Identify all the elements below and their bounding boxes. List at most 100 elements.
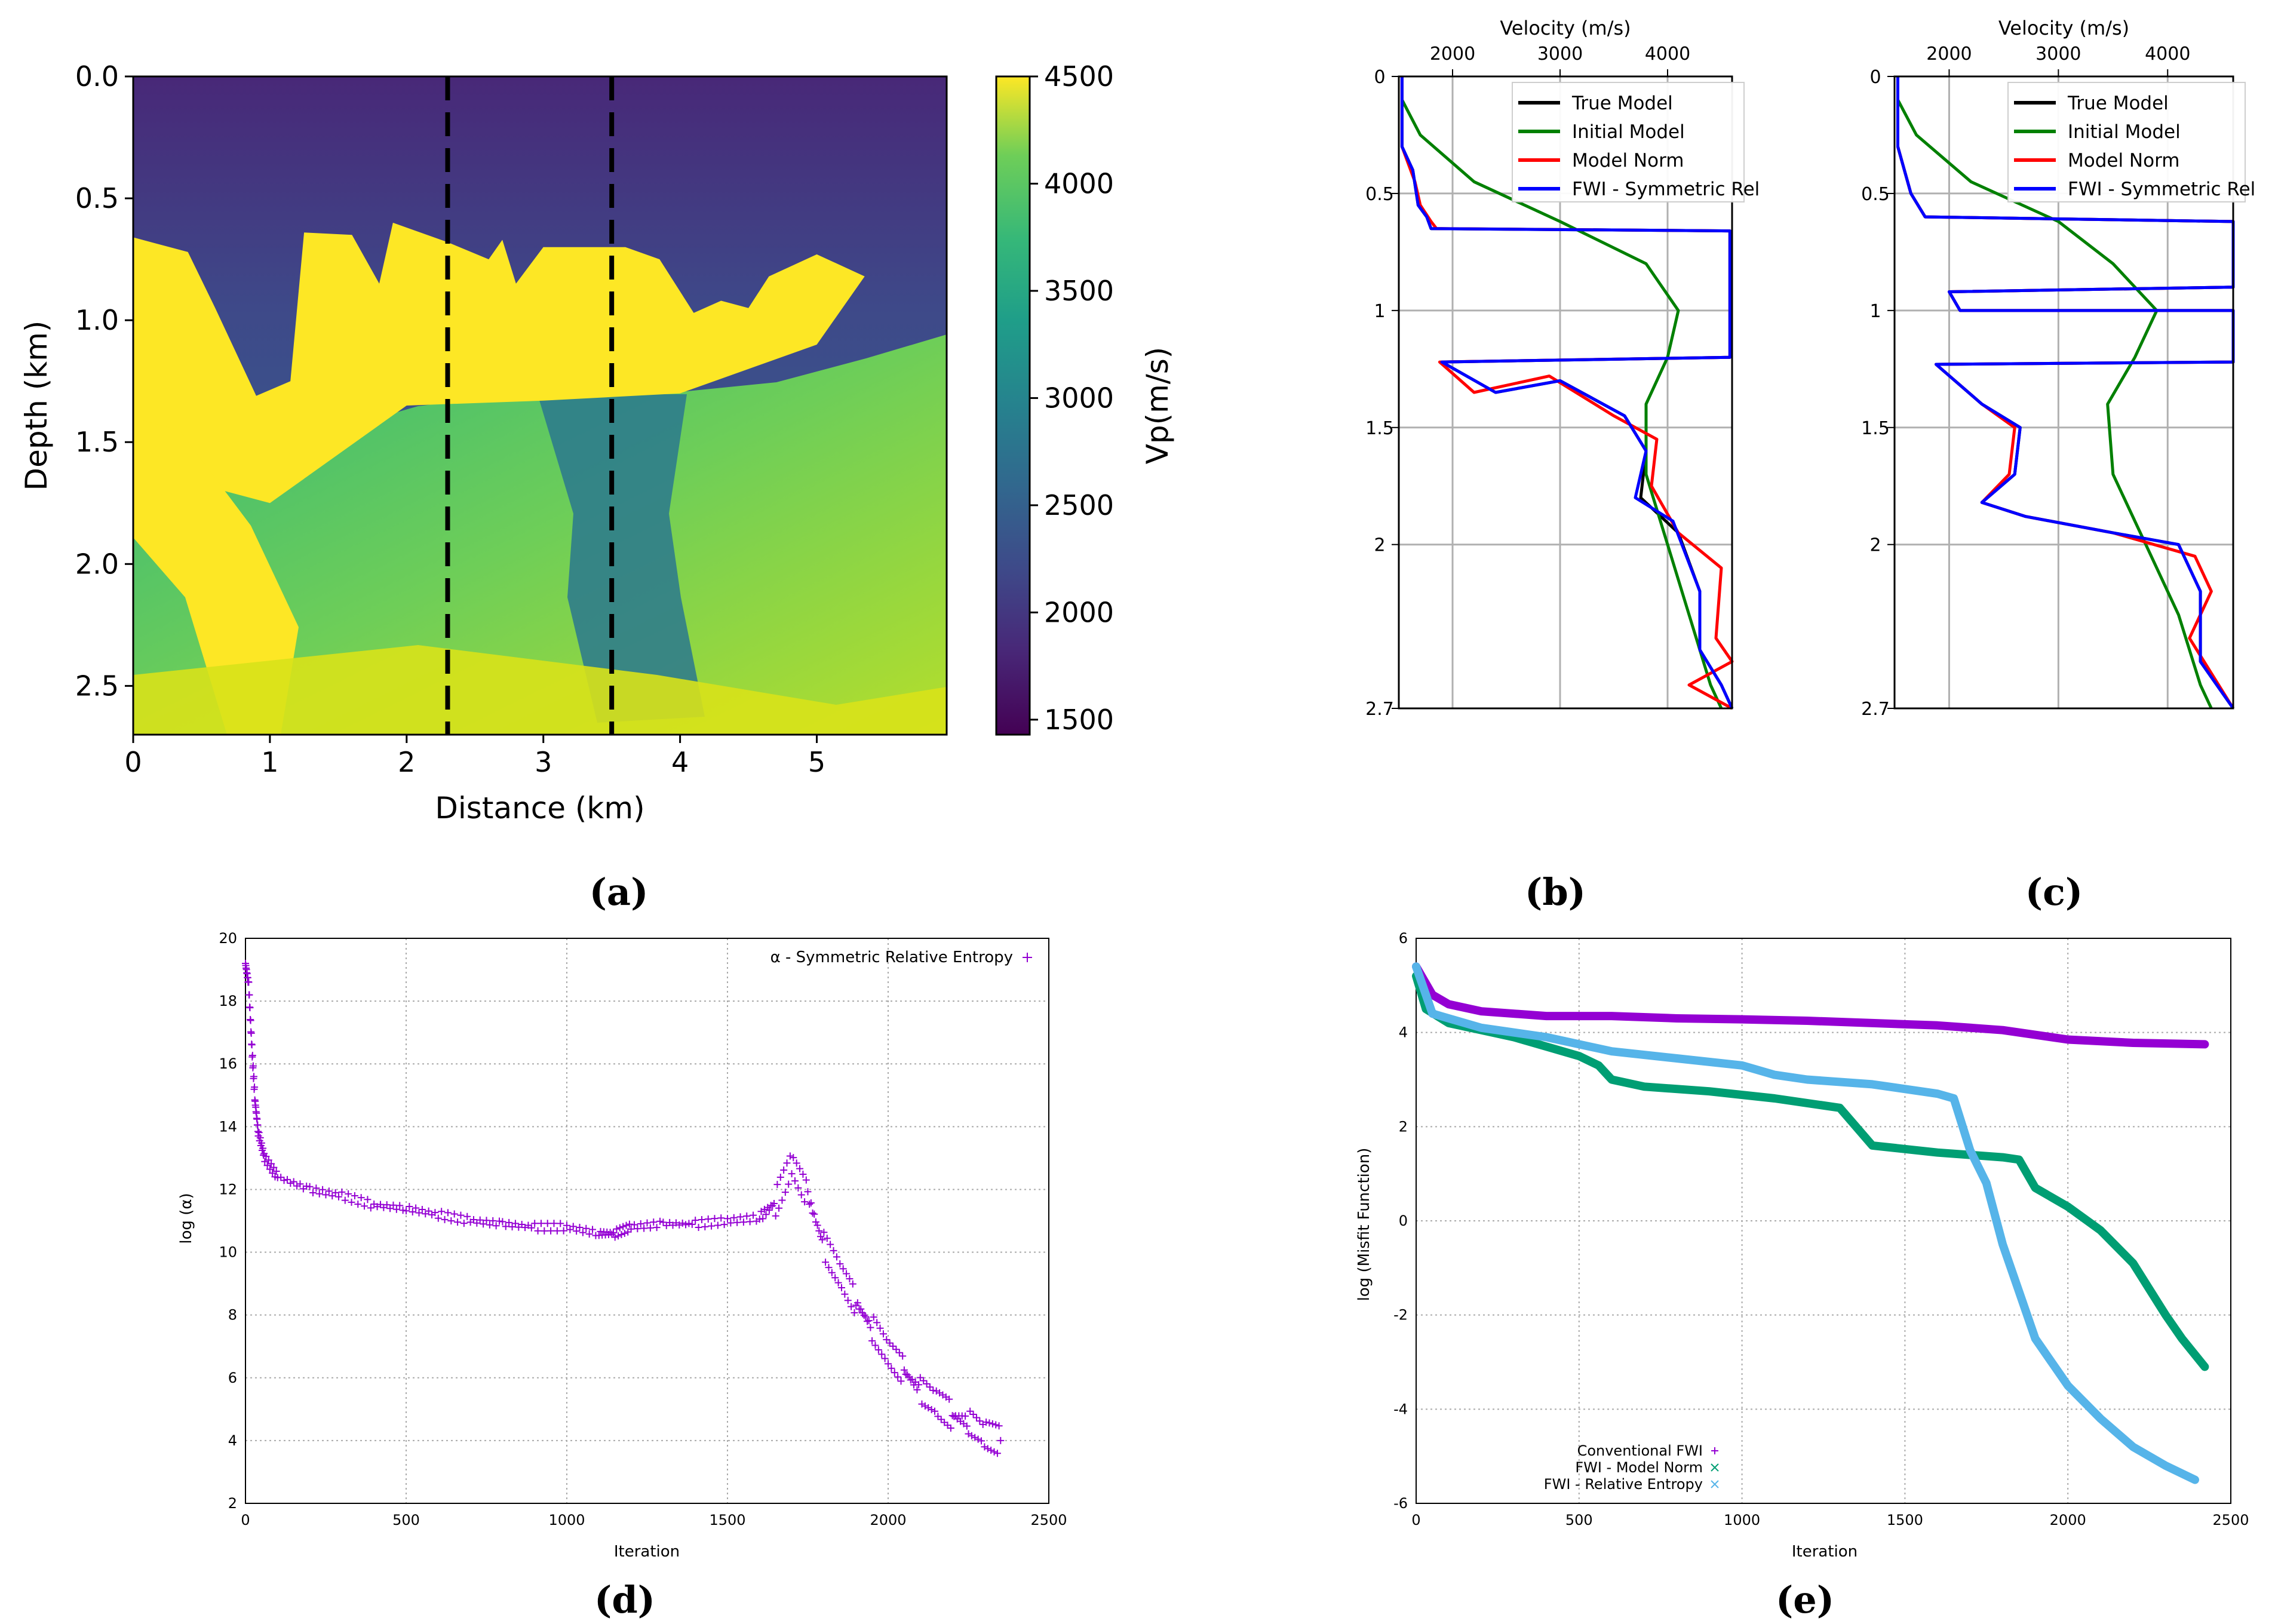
panel-d-data-point (476, 1216, 484, 1224)
panel-d-data-point (563, 1221, 570, 1229)
panel-d-data-point (868, 1337, 876, 1344)
panel-d-data-point (277, 1174, 285, 1181)
panel-d-data-point (335, 1193, 343, 1201)
panel-d-data-point (483, 1217, 490, 1224)
panel-c-xlabel: Velocity (m/s) (1998, 17, 2129, 39)
panel-d-data-point (425, 1207, 432, 1215)
panel-d-data-point (931, 1407, 939, 1415)
panel-e-x-tick-label: 1000 (1724, 1512, 1760, 1528)
panel-d-data-point (412, 1204, 420, 1212)
panel-d-data-point (897, 1377, 905, 1385)
panel-d-legend-marker (1023, 953, 1032, 962)
panel-d-data-point (834, 1279, 842, 1287)
panel-b: (b) 2000 3000 4000 0 0.5 1 1.5 2 2.7 Velocity (m/… (1365, 17, 1760, 914)
heatmap-salt-body (133, 222, 865, 504)
panel-d-data-point (499, 1218, 506, 1226)
panel-d-data-point (739, 1218, 747, 1226)
panel-d-data-point (923, 1380, 931, 1387)
panel-d-data-point (627, 1225, 635, 1233)
panel-d-data-point (844, 1297, 852, 1304)
panel-b-legend-label: Initial Model (1572, 121, 1685, 143)
panel-d-data-point (862, 1313, 870, 1321)
panel-d-data-point (341, 1196, 349, 1204)
panel-c-frame (1893, 75, 2234, 710)
panel-d-data-point (974, 1435, 982, 1443)
panel-d-data-point (283, 1175, 291, 1183)
panel-d-data-point (962, 1412, 969, 1420)
panel-b-legend-label: Model Norm (1572, 150, 1684, 171)
panel-d-data-point (688, 1220, 696, 1228)
panel-d-y-tick-label: 14 (219, 1118, 237, 1135)
panel-d-data-point (711, 1215, 719, 1223)
panel-a-y-tick-label: 1.0 (75, 304, 119, 336)
panel-d-data-point (630, 1221, 638, 1229)
panel-d-data-point (431, 1209, 439, 1217)
panel-d-y-tick-label: 12 (219, 1181, 237, 1198)
colorbar-label: Vp(m/s) (1140, 347, 1175, 465)
panel-d-data-point (860, 1311, 868, 1319)
panel-d-data-point (348, 1198, 355, 1206)
panel-d-data-point (772, 1212, 779, 1220)
panel-d-data-point (434, 1214, 442, 1222)
panel-d-data-point (894, 1373, 902, 1381)
panel-a-x-tick-label: 3 (535, 746, 552, 778)
panel-d-data-point (637, 1220, 644, 1228)
panel-d-data-point (807, 1199, 815, 1207)
panel-d-data-point (971, 1433, 979, 1441)
panel-d-data-point (916, 1374, 924, 1382)
panel-a-xlabel: Distance (km) (435, 791, 644, 825)
panel-d-data-point (254, 1121, 262, 1129)
panel-d-data-point (934, 1413, 942, 1420)
panel-d-data-point (338, 1188, 346, 1196)
panel-d-data-point (920, 1377, 928, 1384)
panel-d-data-point (389, 1201, 397, 1209)
panel-d-data-point (876, 1324, 884, 1332)
panel-d-data-point (786, 1152, 794, 1160)
panel-c-x-tick-label: 3000 (2035, 44, 2081, 65)
panel-a-x-tick-label: 5 (808, 746, 825, 778)
panel-d-data-point (354, 1201, 362, 1208)
panel-c-series-line (1896, 76, 2235, 710)
colorbar-tick-label: 3500 (1044, 275, 1114, 307)
panel-d-data-point (263, 1162, 271, 1169)
panel-d-data-point (259, 1144, 267, 1152)
panel-d-data-point (813, 1221, 821, 1229)
panel-d-data-point (270, 1163, 278, 1171)
panel-b-series-line (1400, 76, 1734, 710)
panel-d-data-point (457, 1211, 465, 1219)
panel-d-data-point (833, 1253, 840, 1261)
panel-d-data-point (851, 1309, 858, 1316)
panel-d-data-point (793, 1159, 800, 1167)
panel-d-data-point (810, 1210, 818, 1218)
panel-e-legend-label: Conventional FWI (1577, 1442, 1703, 1459)
heatmap-low-velocity-zone (538, 394, 705, 723)
panel-d-data-point (885, 1360, 892, 1368)
panel-d-data-point (778, 1196, 786, 1204)
panel-b-y-tick-label: 0 (1374, 67, 1385, 88)
panel-d-data-point (441, 1215, 449, 1223)
panel-d-data-point (345, 1190, 352, 1198)
panel-d-data-point (247, 1029, 255, 1037)
panel-d-data-point (447, 1217, 455, 1224)
panel-c-legend-label: Initial Model (2068, 121, 2181, 143)
panel-c-x-tick-label: 4000 (2145, 44, 2190, 65)
panel-d-data-point (790, 1154, 797, 1162)
panel-e-caption: (e) (1776, 1578, 1834, 1622)
panel-d-data-point (864, 1318, 871, 1325)
panel-d-x-tick-label: 0 (241, 1512, 250, 1528)
panel-a-x-ticks: 0 1 2 3 4 5 (124, 735, 825, 778)
panel-d-data-point (685, 1220, 693, 1227)
panel-b-y-tick-label: 1 (1374, 301, 1385, 322)
panel-d-data-point (892, 1346, 900, 1353)
panel-d-data-point (245, 978, 253, 986)
colorbar-tick-label: 2500 (1044, 489, 1114, 521)
panel-d-data-point (357, 1194, 365, 1202)
panel-d-data-point (537, 1220, 545, 1227)
panel-d-x-tick-label: 500 (392, 1512, 420, 1528)
panel-d-data-point (823, 1235, 831, 1242)
panel-d-data-point (527, 1224, 535, 1232)
panel-d-data-point (727, 1219, 735, 1227)
panel-d-data-point (560, 1227, 567, 1235)
panel-b-legend-label: FWI - Symmetric Rel (1572, 179, 1760, 200)
panel-d-data-point (454, 1218, 462, 1226)
